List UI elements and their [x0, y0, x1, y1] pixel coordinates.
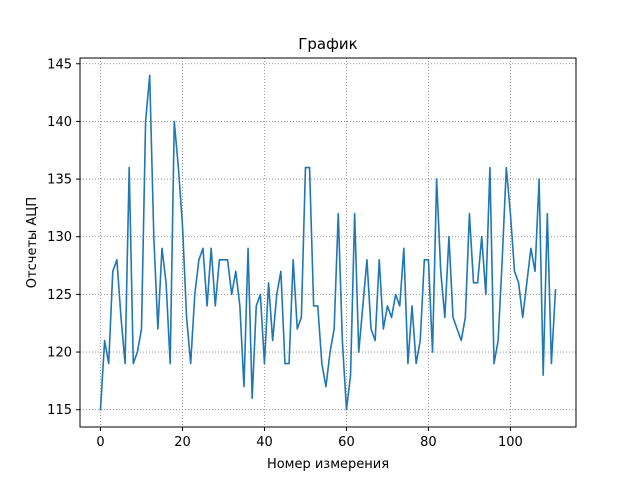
series-line	[99, 74, 557, 411]
x-axis-label: Номер измерения	[267, 457, 389, 472]
x-tick-label: 0	[96, 435, 104, 450]
y-tick-label: 130	[47, 230, 72, 245]
x-tick-label: 20	[174, 435, 191, 450]
y-tick-label: 135	[47, 173, 72, 188]
x-tick-label: 80	[420, 435, 437, 450]
y-tick-label: 120	[47, 346, 72, 361]
y-tick-label: 115	[47, 403, 72, 418]
plot-area-frame	[79, 57, 577, 428]
x-tick-label: 60	[338, 435, 355, 450]
x-tick-label: 100	[498, 435, 523, 450]
y-axis-label: Отсчеты АЦП	[25, 197, 40, 288]
x-tick-label: 40	[256, 435, 273, 450]
y-tick-label: 125	[47, 288, 72, 303]
y-tick-label: 140	[47, 115, 72, 130]
axis-ticks: 0 20 40 60 80 100 115 120 125 130 135 140 145	[47, 57, 523, 450]
chart-title: График	[298, 35, 358, 53]
series-layer	[99, 74, 557, 411]
y-tick-label: 145	[47, 57, 72, 72]
